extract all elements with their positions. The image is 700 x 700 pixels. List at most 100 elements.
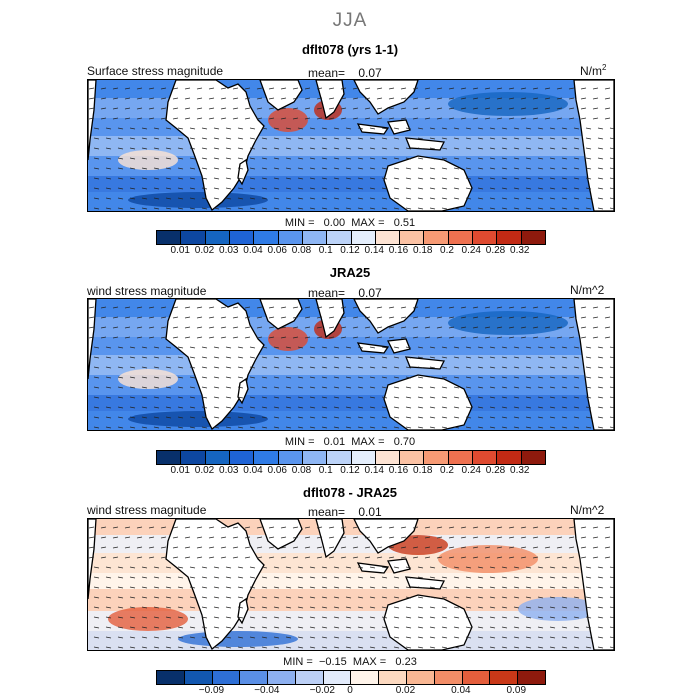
wind-arrow [453,636,460,639]
wind-arrow [141,636,148,639]
wind-arrow [537,616,544,619]
wind-arrow [453,127,460,130]
wind-arrow [429,396,436,399]
wind-arrow [417,197,424,200]
wind-arrow [321,137,328,140]
wind-arrow [177,396,184,399]
wind-arrow [117,636,124,639]
wind-arrow [520,306,527,309]
wind-arrow [460,536,467,539]
wind-arrow [129,386,136,389]
land-mass [237,377,249,405]
wind-arrow [352,526,359,529]
wind-arrow [268,536,275,539]
wind-arrow [513,167,520,170]
wind-arrow [573,626,580,629]
wind-arrow [309,626,316,629]
wind-arrow [124,107,131,110]
wind-arrow [220,306,227,309]
wind-arrow [129,147,136,150]
wind-arrow [393,396,400,399]
wind-arrow [129,157,136,160]
colorbar-tick-label: 0.02 [194,465,215,476]
wind-arrow [525,386,532,389]
wind-arrow [388,97,395,100]
wind-arrow [508,556,515,559]
wind-arrow [609,356,614,359]
wind-arrow [196,107,203,110]
wind-arrow [105,147,112,150]
wind-arrow [489,626,496,629]
wind-arrow [453,616,460,619]
wind-arrow [597,127,604,130]
wind-arrow [105,187,112,190]
land-mass [88,519,97,600]
wind-arrow [93,346,100,349]
wind-arrow [537,356,544,359]
wind-arrow [304,526,311,529]
wind-arrow [316,107,323,110]
wind-arrow [460,526,467,529]
wind-arrow [280,326,287,329]
wind-arrow [520,336,527,339]
wind-arrow [340,87,347,90]
wind-arrow [117,646,124,649]
wind-arrow [520,117,527,120]
stress-feature [438,545,538,573]
wind-arrow [429,566,436,569]
wind-arrow [244,556,251,559]
wind-arrow [489,396,496,399]
wind-arrow [304,87,311,90]
wind-arrow [424,316,431,319]
wind-arrow [244,546,251,549]
wind-arrow [525,606,532,609]
wind-arrow [261,406,268,409]
wind-arrow [225,616,232,619]
wind-arrow [117,207,124,210]
wind-arrow [393,366,400,369]
wind-arrow [100,536,107,539]
wind-arrow [537,606,544,609]
wind-arrow [136,306,143,309]
wind-arrow [609,406,614,409]
wind-arrow [489,606,496,609]
wind-arrow [261,636,268,639]
panel3-title: dflt078 - JRA25 [303,485,397,500]
wind-arrow [405,356,412,359]
wind-arrow [105,167,112,170]
panel2-max-value: 0.70 [393,436,416,448]
wind-arrow [129,596,136,599]
wind-arrow [201,626,208,629]
wind-arrow [345,356,352,359]
wind-arrow [213,346,220,349]
wind-arrow [537,366,544,369]
wind-arrow [496,556,503,559]
wind-arrow [237,586,244,589]
wind-arrow [309,606,316,609]
wind-arrow [489,636,496,639]
wind-arrow [369,356,376,359]
wind-arrow [429,177,436,180]
wind-arrow [604,117,611,120]
wind-arrow [513,157,520,160]
wind-arrow [573,616,580,619]
wind-arrow [525,566,532,569]
wind-arrow [201,137,208,140]
wind-arrow [189,386,196,389]
wind-arrow [105,636,112,639]
panel3-mean-value: 0.01 [358,505,382,519]
wind-arrow [549,646,556,649]
wind-arrow [501,626,508,629]
wind-arrow [297,626,304,629]
wind-arrow [592,336,599,339]
panel2-title: JRA25 [329,265,371,280]
wind-arrow [381,346,388,349]
wind-arrow [501,127,508,130]
colorbar-swatch [424,231,449,244]
wind-arrow [321,356,328,359]
wind-arrow [189,147,196,150]
wind-arrow [561,137,568,140]
wind-arrow [580,107,587,110]
wind-arrow [441,366,448,369]
wind-arrow [501,197,508,200]
